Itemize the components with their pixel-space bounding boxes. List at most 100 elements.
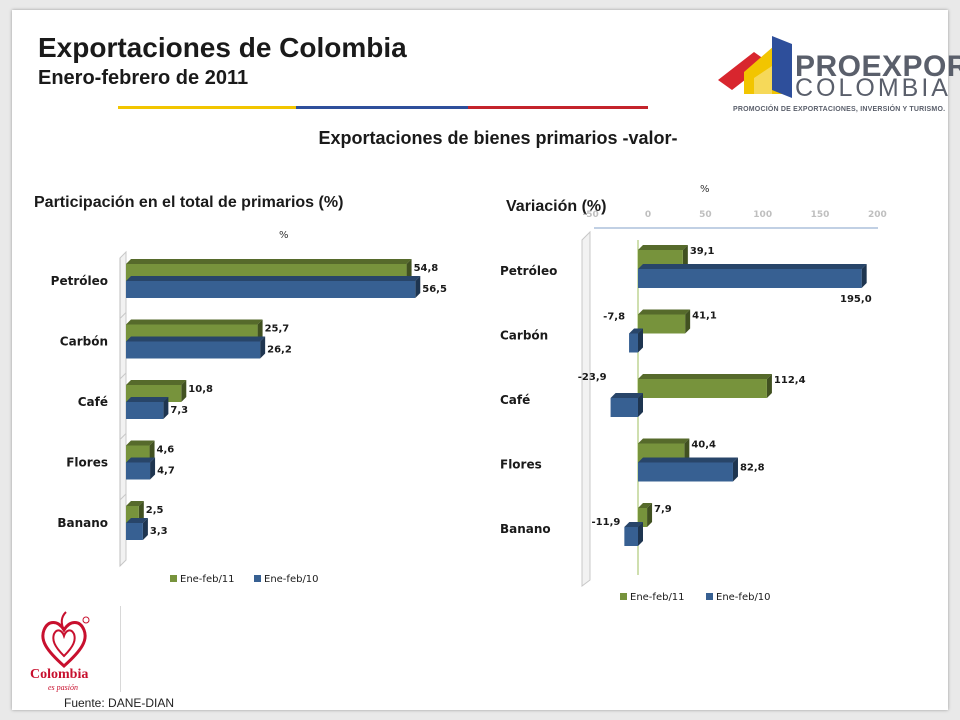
source-note: Fuente: DANE-DIAN	[64, 696, 175, 710]
right-bar-petroleo-s0-top	[638, 245, 688, 250]
left-legend-label-s1: Ene-feb/10	[264, 574, 319, 585]
right-data-label-petroleo-s1: 195,0	[840, 294, 872, 305]
right-bar-banano-s0-face	[638, 508, 648, 527]
left-bar-cafe-s1-face	[126, 402, 164, 419]
left-bar-petroleo-s1-side	[415, 276, 421, 298]
left-bar-banano-s0-top	[126, 501, 144, 506]
left-bar-petroleo-s0-top	[126, 259, 412, 264]
left-data-label-carbon-s1: 26,2	[267, 345, 292, 356]
left-chart-unit: %	[279, 230, 289, 241]
right-legend-label-s0: Ene-feb/11	[630, 592, 685, 603]
right-bar-flores-s1-face	[638, 462, 733, 482]
left-category-label-petroleo: Petróleo	[51, 274, 108, 288]
right-bar-banano-s0-top	[638, 503, 653, 508]
right-bar-carbon-s0-side	[685, 309, 691, 334]
left-category-label-carbon: Carbón	[60, 335, 108, 349]
left-bar-banano-s1-face	[126, 523, 143, 540]
colombia-wordmark: Colombia	[30, 667, 89, 682]
right-bar-carbon-s1	[629, 328, 643, 353]
left-bar-flores-s1-side	[150, 457, 156, 480]
right-bar-carbon-s0	[638, 309, 691, 334]
left-bar-cafe-s0-side	[181, 380, 187, 402]
left-bar-cafe-s1	[126, 397, 169, 419]
logo-word-proexport: PROEXPORT	[795, 50, 960, 83]
right-bar-carbon-s1-side	[638, 328, 643, 353]
right-tick-label-1: 0	[645, 210, 651, 220]
right-bar-cafe-s0	[638, 374, 772, 398]
right-chart-wall	[581, 230, 591, 587]
right-data-label-banano-s0: 7,9	[654, 504, 672, 515]
left-bar-carbon-s1	[126, 336, 266, 359]
stripe-red	[468, 106, 648, 109]
left-data-label-petroleo-s1: 56,5	[422, 284, 447, 295]
left-bar-carbon-s1-top	[126, 336, 266, 342]
left-bar-flores-s0-side	[149, 440, 155, 463]
left-bar-banano-s1-side	[142, 518, 148, 540]
right-tick-label-3: 100	[753, 210, 772, 220]
page-subtitle: Enero-febrero de 2011	[38, 67, 249, 89]
right-data-label-carbon-s0: 41,1	[692, 311, 717, 322]
left-bar-cafe-s1-top	[126, 397, 169, 402]
right-data-label-flores-s0: 40,4	[691, 440, 716, 451]
colombia-tagline: es pasión	[48, 683, 78, 692]
right-bar-carbon-s0-face	[638, 314, 686, 334]
right-category-label-cafe: Café	[500, 393, 530, 407]
right-bar-flores-s1-side	[732, 457, 738, 482]
left-data-label-cafe-s0: 10,8	[188, 384, 213, 395]
left-bar-carbon-s0-top	[126, 319, 263, 325]
left-bar-banano-s1-top	[126, 518, 148, 523]
right-bar-banano-s1-side	[638, 522, 643, 546]
left-bar-petroleo-s1	[126, 276, 421, 298]
left-legend-swatch-s0	[170, 575, 177, 582]
left-category-label-banano: Banano	[57, 516, 108, 530]
left-bar-flores-s1-top	[126, 457, 156, 463]
right-category-label-petroleo: Petróleo	[500, 264, 557, 278]
left-bar-banano-s1	[126, 518, 148, 540]
right-category-label-carbon: Carbón	[500, 329, 548, 343]
right-bar-cafe-s0-face	[638, 379, 767, 398]
left-separator-2	[119, 372, 127, 380]
right-bar-carbon-s1-top	[629, 328, 643, 334]
vertical-divider	[120, 606, 121, 692]
right-data-label-flores-s1: 82,8	[740, 463, 765, 474]
left-bar-cafe-s0-top	[126, 380, 187, 385]
right-category-label-flores: Flores	[500, 458, 542, 472]
right-bar-banano-s0	[638, 503, 653, 527]
proexport-logo-icon	[718, 36, 792, 98]
right-bar-cafe-s1-top	[610, 393, 643, 398]
right-bar-cafe-s1-face	[610, 398, 638, 417]
right-tick-label-4: 150	[811, 210, 830, 220]
right-bar-carbon-s0-top	[638, 309, 691, 315]
right-legend-label-s1: Ene-feb/10	[716, 592, 771, 603]
colombia-heart-logo-icon	[41, 611, 90, 669]
right-bar-flores-s0-top	[638, 438, 690, 444]
right-bar-flores-s1	[638, 457, 738, 482]
left-bar-banano-s0-side	[138, 501, 144, 523]
right-data-label-cafe-s1: -23,9	[578, 372, 607, 383]
left-separator-3	[119, 433, 127, 440]
left-bar-carbon-s1-face	[126, 341, 261, 359]
right-bar-petroleo-s0-side	[682, 245, 688, 269]
left-bar-petroleo-s1-top	[126, 276, 421, 281]
stripe-yellow	[118, 106, 296, 109]
page-title: Exportaciones de Colombia	[38, 32, 407, 63]
right-tick-label-5: 200	[868, 210, 887, 220]
left-data-label-cafe-s1: 7,3	[170, 405, 188, 416]
right-bar-cafe-s0-top	[638, 374, 772, 379]
right-bar-cafe-s0-side	[766, 374, 772, 398]
left-bar-flores-s0-top	[126, 440, 155, 446]
logo-word-colombia: COLOMBIA	[795, 74, 951, 102]
right-bar-banano-s1-top	[624, 522, 643, 527]
left-data-label-petroleo-s0: 54,8	[414, 263, 439, 274]
left-data-label-carbon-s0: 25,7	[265, 324, 290, 335]
right-bar-banano-s1-face	[624, 527, 638, 546]
right-bar-petroleo-s1-top	[638, 264, 867, 269]
left-data-label-banano-s0: 2,5	[146, 505, 164, 516]
right-legend-swatch-s0	[620, 593, 627, 600]
left-category-label-cafe: Café	[78, 395, 108, 409]
right-chart-title: Variación (%)	[506, 198, 607, 215]
left-category-label-flores: Flores	[66, 456, 108, 470]
right-bar-banano-s1	[624, 522, 643, 546]
